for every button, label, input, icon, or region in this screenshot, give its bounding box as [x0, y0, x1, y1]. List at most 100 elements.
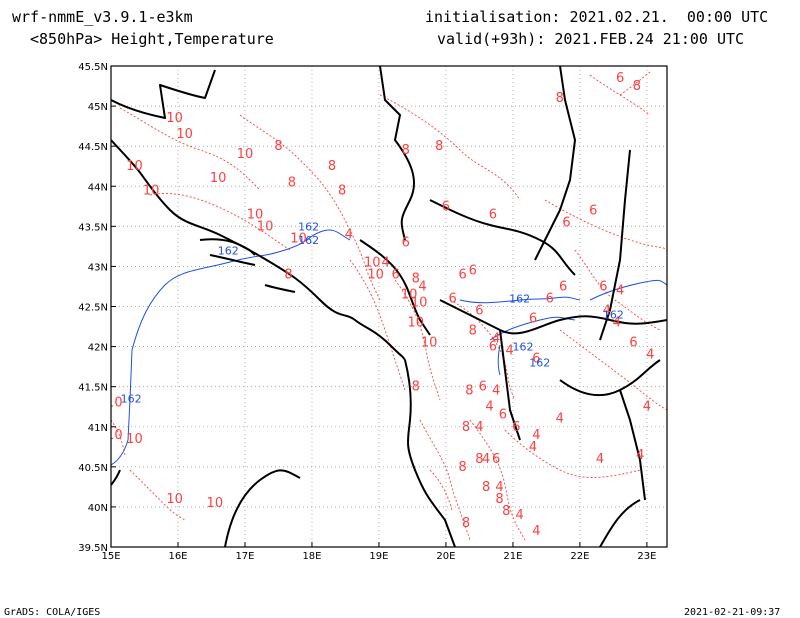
temperature-label: 8	[328, 159, 336, 174]
temperature-label: 4	[636, 448, 644, 463]
temperature-label: 4	[485, 400, 493, 415]
temperature-label: 10	[411, 296, 428, 311]
lat-tick-label: 40.5N	[78, 463, 108, 474]
temperature-label: 8	[556, 91, 564, 106]
temperature-label: 6	[479, 380, 487, 395]
field-subtitle: <850hPa> Height,Temperature	[30, 30, 274, 48]
temperature-label: 4	[495, 480, 503, 495]
temperature-label: 6	[529, 312, 537, 327]
temperature-label: 10	[237, 147, 254, 162]
temperature-label: 6	[489, 340, 497, 355]
height-label: 162	[529, 357, 550, 370]
temperature-label: 10	[166, 492, 183, 507]
temperature-label: 4	[532, 428, 540, 443]
temperature-label: 4	[492, 384, 500, 399]
temperature-label: 10	[257, 219, 274, 234]
lon-tick-label: 16E	[168, 551, 187, 562]
valid-time: valid(+93h): 2021.FEB.24 21:00 UTC	[437, 30, 745, 48]
lon-tick-label: 22E	[570, 551, 589, 562]
temperature-label: 8	[402, 143, 410, 158]
temperature-label: 4	[345, 227, 353, 242]
height-label: 162	[218, 244, 239, 257]
lat-tick-label: 41.5N	[78, 383, 108, 394]
temperature-label: 8	[495, 492, 503, 507]
lon-tick-label: 19E	[369, 551, 388, 562]
lon-tick-label: 21E	[503, 551, 522, 562]
temperature-label: 10	[210, 171, 227, 186]
height-label: 162	[298, 234, 319, 247]
temperature-label: 4	[529, 440, 537, 455]
temperature-label: 8	[462, 420, 470, 435]
temperature-label: 8	[475, 452, 483, 467]
temperature-label: 8	[459, 460, 467, 475]
init-time: initialisation: 2021.02.21. 00:00 UTC	[425, 8, 769, 26]
temperature-label: 8	[633, 79, 641, 94]
footer-credit: GrADS: COLA/IGES	[4, 607, 101, 618]
temperature-label: 10	[126, 159, 143, 174]
lat-tick-label: 43N	[88, 262, 108, 273]
temperature-label: 6	[402, 235, 410, 250]
temperature-label: 8	[435, 139, 443, 154]
temperature-label: 8	[462, 516, 470, 531]
lat-tick-label: 41N	[88, 423, 108, 434]
lon-tick-label: 23E	[637, 551, 656, 562]
height-label: 162	[509, 292, 530, 305]
temperature-label: 10	[207, 496, 224, 511]
temperature-label: 8	[284, 267, 292, 282]
temperature-label: 8	[502, 504, 510, 519]
temperature-contours	[111, 71, 667, 541]
temperature-label: 10	[247, 207, 264, 222]
lat-tick-label: 42N	[88, 343, 108, 354]
axis-tick-labels: 15E 16E 17E 18E 19E 20E 21E 22E 23E 39.5N 40N 40.5N…	[78, 62, 656, 562]
temperature-label: 4	[418, 279, 426, 294]
lat-lon-grid	[111, 66, 667, 547]
temperature-label: 10	[367, 267, 384, 282]
temperature-label: 4	[505, 344, 513, 359]
temperature-label: 10	[166, 111, 183, 126]
temperature-label: 10	[401, 287, 418, 302]
temperature-label: 6	[459, 267, 467, 282]
temperature-label: 4	[603, 304, 611, 319]
temperature-label: 6	[492, 452, 500, 467]
temperature-label: 10	[421, 336, 438, 351]
lat-tick-label: 45.5N	[78, 62, 108, 73]
temperature-label: 4	[643, 400, 651, 415]
footer-timestamp: 2021-02-21-09:37	[684, 607, 781, 618]
temperature-label: 6	[442, 199, 450, 214]
temperature-label: 6	[559, 279, 567, 294]
temperature-label: 6	[499, 408, 507, 423]
temperature-label: 6	[562, 215, 570, 230]
temperature-label: 4	[532, 524, 540, 539]
temperature-label: 4	[613, 316, 621, 331]
temperature-label: 10	[106, 428, 123, 443]
temperature-label: 6	[512, 420, 520, 435]
temperature-label: 6	[589, 203, 597, 218]
temperature-label: 4	[475, 420, 483, 435]
temperature-label: 6	[448, 291, 456, 306]
temperature-label: 10	[176, 127, 193, 142]
temperature-label: 4	[382, 255, 390, 270]
temperature-label: 6	[489, 207, 497, 222]
temperature-label: 6	[546, 291, 554, 306]
lon-tick-label: 20E	[436, 551, 455, 562]
temperature-label: 10	[143, 183, 160, 198]
temperature-label: 8	[274, 139, 282, 154]
temperature-label: 8	[412, 271, 420, 286]
height-label: 162	[121, 393, 142, 406]
temperature-label: 10	[106, 396, 123, 411]
coastlines-and-borders	[111, 66, 667, 547]
temperature-label: 8	[465, 384, 473, 399]
temperature-label: 6	[629, 336, 637, 351]
height-label: 162	[603, 309, 624, 322]
lat-tick-label: 39.5N	[78, 543, 108, 554]
temperature-label: 8	[288, 175, 296, 190]
temperature-label: 10	[126, 432, 143, 447]
temperature-label: 6	[392, 267, 400, 282]
temperature-label: 4	[616, 283, 624, 298]
temperature-label: 10	[290, 231, 307, 246]
temperature-label: 4	[556, 412, 564, 427]
height-label: 162	[512, 341, 533, 354]
lat-tick-label: 45N	[88, 102, 108, 113]
